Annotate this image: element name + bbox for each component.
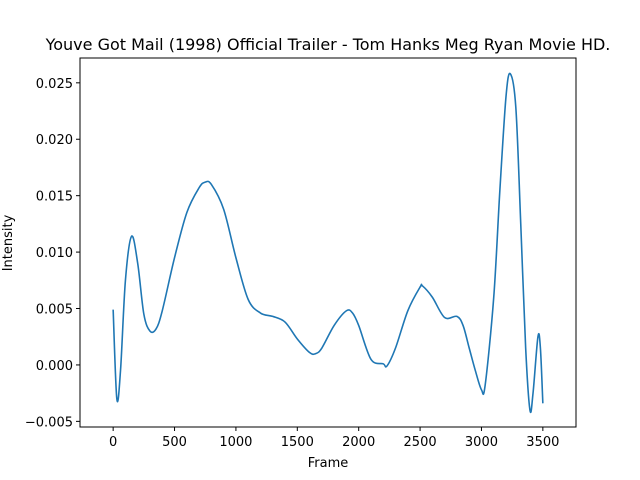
y-axis-label: Intensity <box>1 214 16 271</box>
x-tick-label: 2500 <box>404 435 437 450</box>
y-axis-ticks: −0.005 0.000 0.005 0.010 0.015 0.020 0.025 <box>25 77 80 430</box>
y-tick-label: 0.025 <box>36 77 73 92</box>
y-tick-label: 0.020 <box>36 133 73 148</box>
y-tick-label: 0.015 <box>36 190 73 205</box>
x-tick-label: 500 <box>162 435 187 450</box>
x-axis-label: Frame <box>308 456 349 471</box>
x-tick-label: 0 <box>109 435 117 450</box>
x-tick-label: 1500 <box>281 435 314 450</box>
y-tick-label: 0.000 <box>36 359 73 374</box>
x-tick-label: 3500 <box>526 435 559 450</box>
x-axis-ticks: 0 500 1000 1500 2000 2500 3000 3500 <box>109 427 559 450</box>
plot-area <box>112 72 544 414</box>
y-tick-label: −0.005 <box>25 415 73 430</box>
series-line-0 <box>112 72 544 414</box>
chart-title: Youve Got Mail (1998) Official Trailer -… <box>45 35 611 54</box>
x-tick-label: 3000 <box>465 435 498 450</box>
y-tick-label: 0.005 <box>36 303 73 318</box>
y-tick-label: 0.010 <box>36 246 73 261</box>
x-tick-label: 1000 <box>219 435 252 450</box>
x-tick-label: 2000 <box>342 435 375 450</box>
plot-frame <box>79 57 577 428</box>
